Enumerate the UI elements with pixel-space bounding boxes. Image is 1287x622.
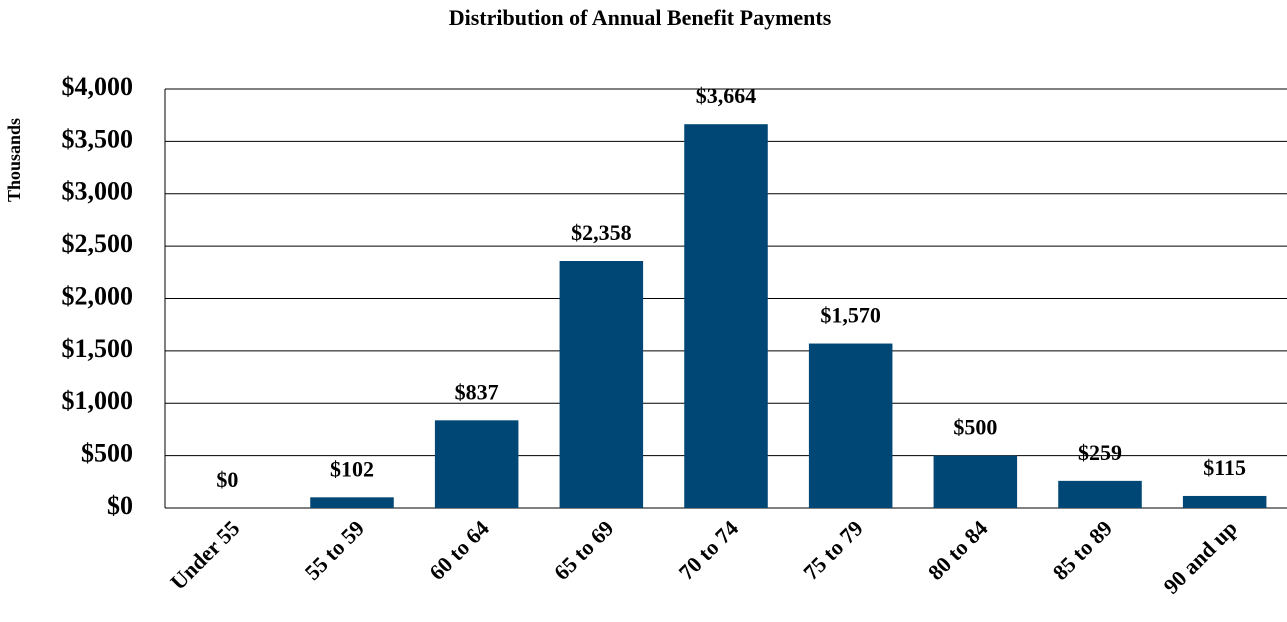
y-tick-label: $1,500: [62, 334, 134, 363]
y-axis-title: Thousands: [4, 118, 24, 202]
x-tick-label: 70 to 74: [674, 515, 744, 585]
chart-title: Distribution of Annual Benefit Payments: [449, 5, 832, 30]
x-tick-label: 60 to 64: [424, 515, 494, 585]
y-tick-label: $2,500: [62, 229, 134, 258]
bar: [434, 420, 519, 508]
value-label: $500: [953, 415, 997, 440]
x-tick-label: 55 to 59: [300, 515, 370, 585]
bar: [1058, 480, 1142, 508]
value-label: $1,570: [820, 303, 881, 328]
bar: [684, 124, 768, 509]
x-tick-label: Under 55: [165, 515, 244, 594]
y-tick-label: $2,000: [62, 281, 134, 310]
x-tick-label: 75 to 79: [798, 515, 868, 585]
value-label: $0: [216, 467, 238, 492]
bar: [559, 260, 644, 508]
bar: [1182, 495, 1267, 508]
y-tick-label: $1,000: [62, 386, 134, 415]
y-tick-label: $3,000: [62, 177, 134, 206]
x-tick-label: 85 to 89: [1048, 515, 1118, 585]
y-tick-label: $3,500: [62, 124, 134, 153]
value-label: $115: [1203, 455, 1246, 480]
value-label: $259: [1078, 440, 1122, 465]
y-tick-label: $500: [81, 439, 133, 468]
x-tick-label: 90 and up: [1158, 515, 1241, 598]
y-tick-label: $4,000: [62, 72, 134, 101]
bar: [310, 497, 394, 508]
bar: [933, 455, 1018, 508]
value-label: $102: [330, 456, 374, 481]
y-tick-label: $0: [107, 491, 133, 520]
value-label: $3,664: [696, 83, 757, 108]
x-tick-label: 80 to 84: [923, 515, 993, 585]
x-tick-label: 65 to 69: [549, 515, 619, 585]
value-label: $2,358: [571, 220, 632, 245]
value-label: $837: [455, 379, 499, 404]
bar: [808, 343, 893, 508]
